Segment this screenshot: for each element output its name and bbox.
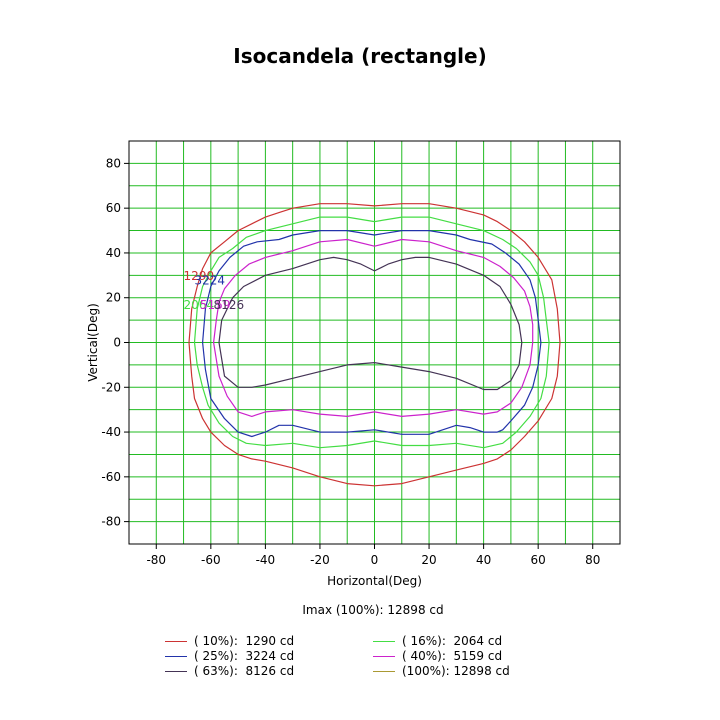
isocandela-curve-8126	[218, 256, 523, 391]
legend-swatch	[165, 641, 187, 642]
curve-level-label: 5159	[200, 298, 231, 312]
x-tick-label: -40	[256, 553, 276, 567]
isocandela-curve-2064	[193, 216, 550, 449]
x-tick-label: 0	[371, 553, 379, 567]
x-axis-label: Horizontal(Deg)	[327, 574, 422, 588]
x-tick-label: -80	[146, 553, 166, 567]
x-tick-label: 60	[531, 553, 546, 567]
y-tick-label: 60	[106, 201, 121, 215]
y-tick-label: -40	[101, 425, 121, 439]
legend-label: ( 40%): 5159 cd	[402, 649, 503, 663]
isocandela-curve-1290	[188, 203, 561, 487]
x-tick-label: -20	[310, 553, 330, 567]
isocandela-curve-5159	[213, 238, 534, 417]
legend-swatch	[373, 671, 395, 672]
legend-label: ( 16%): 2064 cd	[402, 634, 503, 648]
curve-level-label: 2064	[184, 298, 215, 312]
legend-label: (100%): 12898 cd	[402, 664, 510, 678]
x-tick-label: 80	[585, 553, 600, 567]
y-tick-label: 40	[106, 246, 121, 260]
chart-title: Isocandela (rectangle)	[233, 44, 487, 68]
x-tick-label: 20	[421, 553, 436, 567]
curve-level-label: 3224	[194, 273, 225, 287]
x-tick-label: -60	[201, 553, 221, 567]
legend-swatch	[373, 641, 395, 642]
isocandela-curve-3224	[202, 230, 542, 438]
y-tick-label: 20	[106, 291, 121, 305]
y-tick-label: -80	[101, 515, 121, 529]
legend-label: ( 10%): 1290 cd	[194, 634, 295, 648]
y-tick-label: 0	[113, 336, 121, 350]
legend-swatch	[165, 656, 187, 657]
y-tick-label: -60	[101, 470, 121, 484]
legend-swatch	[165, 671, 187, 672]
curve-level-label: 8126	[214, 298, 245, 312]
x-tick-label: 40	[476, 553, 491, 567]
y-axis-label: Vertical(Deg)	[86, 303, 100, 382]
legend-swatch	[373, 656, 395, 657]
legend-label: ( 63%): 8126 cd	[194, 664, 295, 678]
legend-label: ( 25%): 3224 cd	[194, 649, 295, 663]
imax-label: Imax (100%): 12898 cd	[302, 603, 444, 617]
curve-level-label: 1290	[184, 269, 215, 283]
y-tick-label: 80	[106, 156, 121, 170]
y-tick-label: -20	[101, 380, 121, 394]
